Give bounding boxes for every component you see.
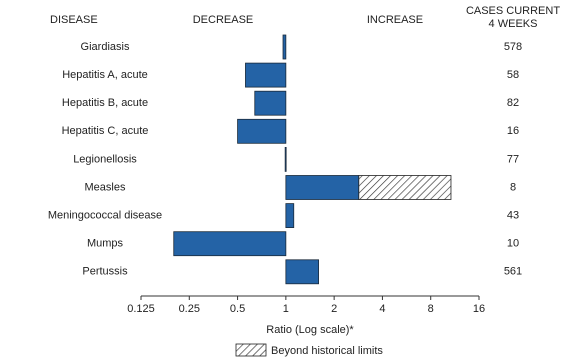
category-label: Mumps — [87, 238, 124, 250]
x-tick-label: 0.5 — [230, 303, 245, 315]
bar — [285, 203, 295, 229]
x-tick-label: 16 — [473, 303, 485, 315]
header-cases: 4 WEEKS — [489, 18, 538, 30]
category-label: Pertussis — [82, 266, 128, 278]
bar — [282, 34, 287, 60]
bar — [237, 118, 287, 144]
cases-value: 77 — [507, 153, 519, 165]
cases-value: 58 — [507, 69, 519, 81]
header-disease: DISEASE — [50, 14, 98, 26]
category-label: Legionellosis — [73, 153, 137, 165]
cases-value: 561 — [504, 266, 522, 278]
header-decrease: DECREASE — [193, 14, 254, 26]
category-label: Hepatitis A, acute — [62, 69, 148, 81]
cases-value: 10 — [507, 238, 519, 250]
category-label: Meningococcal disease — [48, 210, 162, 222]
legend-label: Beyond historical limits — [271, 345, 383, 357]
header-increase: INCREASE — [367, 14, 423, 26]
bar — [173, 231, 287, 257]
cases-value: 578 — [504, 41, 522, 53]
cases-value: 16 — [507, 125, 519, 137]
category-label: Hepatitis B, acute — [62, 97, 148, 109]
x-tick-label: 2 — [331, 303, 337, 315]
cases-value: 82 — [507, 97, 519, 109]
cases-value: 43 — [507, 210, 519, 222]
x-tick-label: 8 — [428, 303, 434, 315]
bar-beyond-limits — [358, 175, 452, 200]
x-tick-label: 0.125 — [127, 303, 155, 315]
category-label: Giardiasis — [81, 41, 130, 53]
bar — [245, 62, 287, 88]
category-label: Hepatitis C, acute — [62, 125, 149, 137]
cases-value: 8 — [510, 181, 516, 193]
bar — [285, 259, 319, 285]
bar — [254, 90, 287, 116]
x-tick-label: 1 — [283, 303, 289, 315]
legend-swatch — [235, 343, 267, 357]
header-cases: CASES CURRENT — [466, 5, 560, 17]
bar — [285, 175, 360, 200]
x-tick-label: 4 — [379, 303, 385, 315]
x-axis-label: Ratio (Log scale)* — [266, 324, 354, 336]
category-label: Measles — [85, 181, 126, 193]
bar — [284, 146, 287, 172]
x-tick-label: 0.25 — [179, 303, 200, 315]
